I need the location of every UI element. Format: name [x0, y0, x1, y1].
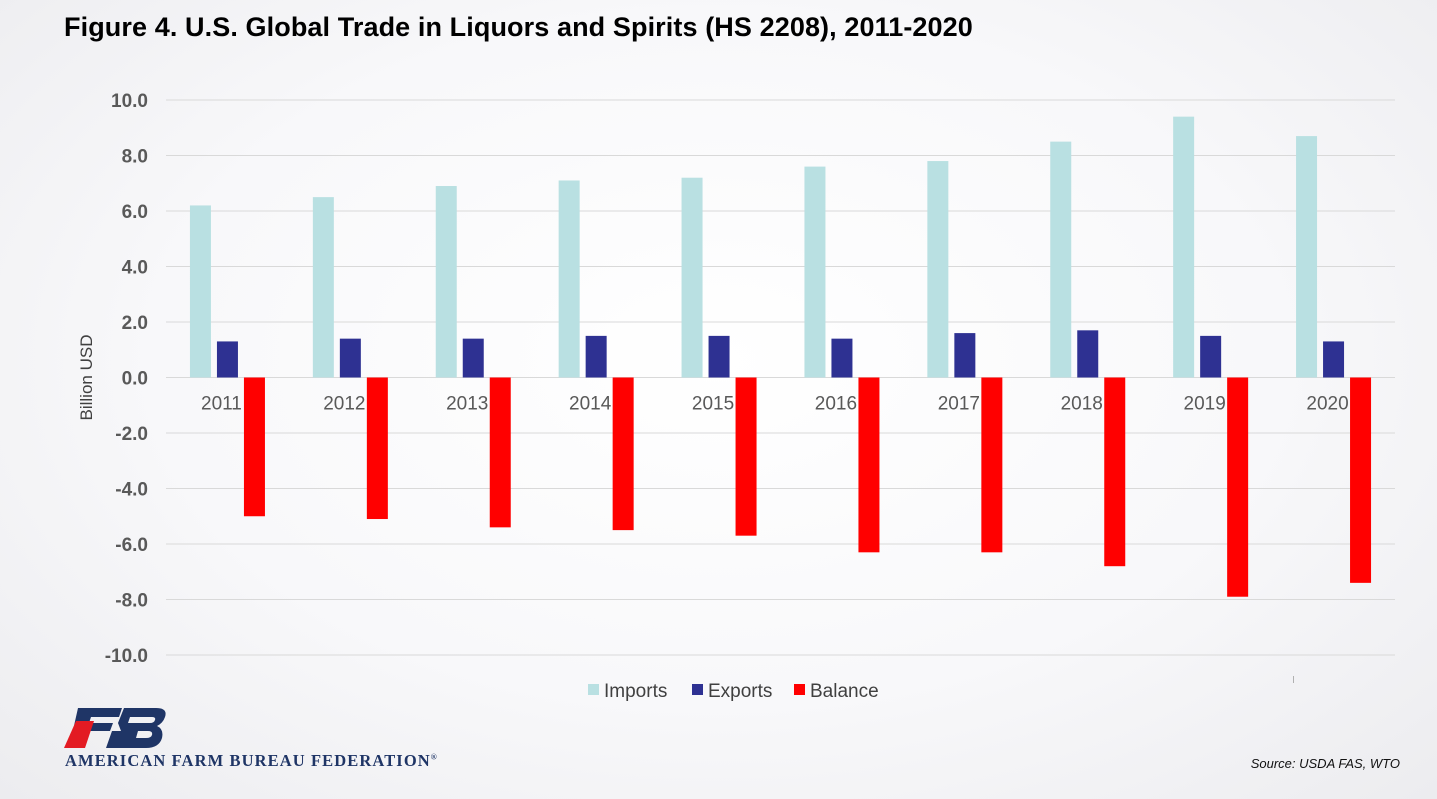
- stray-tick-mark: [1293, 676, 1294, 683]
- bar-exports: [1077, 330, 1099, 378]
- bar-imports: [435, 186, 457, 378]
- x-tick-label: 2014: [569, 394, 612, 415]
- bar-exports: [1323, 341, 1345, 378]
- y-tick-label: -6.0: [115, 535, 148, 556]
- legend-balance-swatch: [794, 684, 805, 695]
- x-tick-label: 2012: [323, 394, 365, 415]
- bar-chart: 10.0 8.0 6.0 4.0 2.0 0.0 -2.0 -4.0 -6.0 -8.0 -10.0…: [77, 91, 1395, 702]
- bar-imports: [189, 205, 211, 378]
- legend-exports-label: Exports: [708, 681, 772, 702]
- bar-imports: [1296, 136, 1318, 378]
- x-tick-label: 2017: [938, 394, 980, 415]
- x-tick-label: 2019: [1184, 394, 1226, 415]
- bar-imports: [1173, 116, 1195, 378]
- y-tick-label: -8.0: [115, 591, 148, 612]
- bar-exports: [585, 335, 607, 378]
- y-tick-label: 2.0: [122, 313, 148, 334]
- y-tick-label: 10.0: [111, 91, 148, 112]
- bar-exports: [1200, 335, 1222, 378]
- y-tick-label: 4.0: [122, 258, 148, 279]
- chart-title: Figure 4. U.S. Global Trade in Liquors a…: [64, 12, 973, 42]
- bar-balance: [735, 377, 757, 536]
- bar-balance: [981, 377, 1003, 553]
- x-tick-label: 2016: [815, 394, 857, 415]
- y-tick-label: 6.0: [122, 202, 148, 223]
- bar-balance: [612, 377, 634, 531]
- bar-exports: [708, 335, 730, 378]
- legend-exports-swatch: [692, 684, 703, 695]
- registered-mark: ®: [430, 752, 438, 762]
- bar-balance: [1104, 377, 1126, 567]
- fb-logo-icon: [64, 708, 166, 748]
- y-tick-label: 0.0: [122, 369, 148, 390]
- bar-balance: [1227, 377, 1249, 597]
- y-axis-title: Billion USD: [77, 335, 96, 421]
- bar-imports: [927, 161, 949, 378]
- bar-imports: [681, 177, 703, 378]
- y-tick-label: 8.0: [122, 147, 148, 168]
- bar-imports: [1050, 141, 1072, 378]
- org-name-text: AMERICAN FARM BUREAU FEDERATION: [65, 751, 431, 770]
- bar-imports: [558, 180, 580, 378]
- bar-balance: [243, 377, 265, 517]
- legend-balance-label: Balance: [810, 681, 879, 702]
- org-name: AMERICAN FARM BUREAU FEDERATION®: [65, 751, 438, 771]
- bar-balance: [489, 377, 511, 528]
- bar-imports: [312, 197, 334, 378]
- bar-exports: [216, 341, 238, 378]
- x-tick-label: 2015: [692, 394, 734, 415]
- x-tick-label: 2020: [1306, 394, 1348, 415]
- bar-imports: [804, 166, 826, 378]
- bar-balance: [1350, 377, 1372, 583]
- y-tick-label: -4.0: [115, 480, 148, 501]
- legend-imports-label: Imports: [604, 681, 667, 702]
- bar-exports: [339, 338, 361, 378]
- y-tick-label: -2.0: [115, 424, 148, 445]
- source-note: Source: USDA FAS, WTO: [1250, 756, 1400, 771]
- bar-exports: [462, 338, 484, 378]
- x-tick-label: 2011: [201, 394, 242, 415]
- bar-exports: [954, 333, 976, 378]
- legend-imports-swatch: [588, 684, 599, 695]
- x-tick-label: 2013: [446, 394, 488, 415]
- y-tick-label: -10.0: [105, 646, 148, 667]
- bar-balance: [366, 377, 388, 520]
- bar-balance: [858, 377, 880, 553]
- bar-exports: [831, 338, 853, 378]
- x-tick-label: 2018: [1061, 394, 1103, 415]
